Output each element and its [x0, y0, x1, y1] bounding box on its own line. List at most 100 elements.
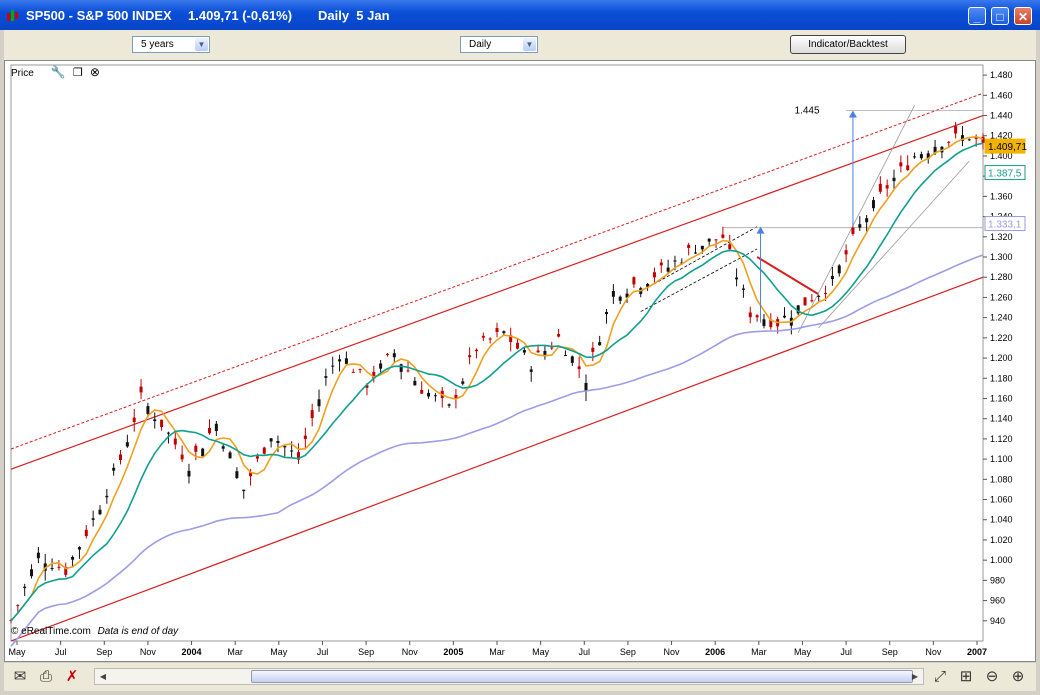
candle-body — [255, 456, 259, 459]
x-tick-label: Nov — [402, 647, 419, 657]
candle-body — [105, 495, 109, 498]
chart-canvas[interactable]: 940 960 980 1.000 1.020 1.040 1.060 1.080 1.100 1… — [5, 61, 1035, 661]
interval-select[interactable]: Daily ▼ — [460, 36, 538, 53]
candle-body — [358, 369, 362, 371]
y-tick-label: 1.460 — [990, 90, 1013, 100]
candle-body — [899, 162, 903, 167]
zoom-in-icon[interactable]: ⊕ — [1011, 668, 1025, 685]
candle-body — [385, 353, 389, 356]
candle-body — [646, 283, 650, 287]
candle-body — [461, 381, 465, 384]
maximize-button[interactable]: □ — [991, 7, 1009, 25]
alert-off-icon[interactable]: ✗ — [65, 668, 79, 685]
wrench-icon[interactable]: 🔧 — [50, 65, 66, 79]
print-icon[interactable]: ⎙ — [39, 668, 52, 685]
candle-body — [310, 410, 314, 419]
period-title: Daily 5 Jan — [318, 8, 390, 23]
zoom-select-icon[interactable]: ⊞ — [959, 668, 973, 685]
candle-body — [77, 547, 81, 550]
candle-body — [180, 454, 184, 460]
scroll-right-icon[interactable]: ▶ — [911, 672, 919, 681]
y-tick-label: 1.220 — [990, 333, 1013, 343]
price-label-text: 1.409,71 — [988, 142, 1027, 153]
candle-body — [214, 423, 218, 432]
x-tick-label: Nov — [925, 647, 942, 657]
trend-dashed-lower — [640, 248, 758, 312]
x-tick-label: Nov — [140, 647, 157, 657]
candle-body — [735, 277, 739, 280]
candle-body — [50, 568, 54, 570]
candle-body — [748, 312, 752, 318]
candle-body — [262, 447, 266, 454]
breakout-trendline — [756, 256, 820, 296]
x-tick-label: Mar — [489, 647, 505, 657]
mail-icon[interactable]: ✉ — [13, 668, 27, 685]
candle-body — [557, 334, 561, 337]
candle-body — [392, 353, 396, 358]
plot-frame — [10, 64, 984, 642]
candle-body — [413, 380, 417, 386]
candle-body — [913, 156, 917, 158]
x-tick-label: Jul — [840, 647, 852, 657]
candle-body — [119, 454, 123, 460]
chevron-down-icon[interactable]: ▼ — [195, 38, 208, 51]
candle-body — [296, 452, 300, 460]
panel-header: Price 🔧 ❐ ⊗ — [11, 65, 100, 79]
interval-value: Daily — [469, 39, 492, 50]
candle-body — [30, 569, 34, 577]
scroll-left-icon[interactable]: ◀ — [99, 672, 107, 681]
minimize-button[interactable]: _ — [968, 7, 986, 25]
x-tick-label: Mar — [751, 647, 767, 657]
range-select[interactable]: 5 years ▼ — [132, 36, 210, 53]
candle-body — [591, 347, 595, 352]
candle-body — [269, 438, 273, 442]
candle-body — [290, 450, 294, 452]
candle-body — [372, 371, 376, 379]
price-label-box — [984, 216, 1026, 232]
panel-label: Price — [11, 68, 34, 79]
candle-body — [166, 432, 170, 434]
scroll-thumb[interactable] — [251, 670, 913, 683]
y-tick-label: 1.200 — [990, 353, 1013, 363]
maximize-icon: □ — [996, 10, 1004, 24]
candle-body — [625, 293, 629, 298]
candle-body — [796, 305, 800, 314]
candle-body — [810, 300, 814, 302]
chevron-down-icon[interactable]: ▼ — [523, 38, 536, 51]
close-button[interactable]: ✕ — [1014, 7, 1032, 25]
app-icon — [7, 10, 18, 21]
candle-body — [782, 315, 786, 318]
window-icon[interactable]: ❐ — [72, 67, 83, 79]
zoom-out-icon[interactable]: ⊖ — [985, 668, 999, 685]
candle-body — [652, 272, 656, 278]
x-tick-label: Sep — [882, 647, 898, 657]
candle-body — [317, 399, 321, 407]
close-panel-icon[interactable]: ⊗ — [89, 65, 100, 79]
candle-body — [824, 292, 828, 294]
candle-body — [16, 605, 20, 607]
x-tick-label: May — [8, 647, 26, 657]
y-tick-label: 1.140 — [990, 414, 1013, 424]
candle-body — [522, 350, 526, 353]
candle-body — [365, 385, 369, 388]
y-tick-label: 1.180 — [990, 373, 1013, 383]
candle-body — [125, 442, 129, 447]
time-scrollbar[interactable]: ◀ ▶ — [94, 668, 924, 685]
candle-body — [974, 136, 978, 139]
candle-body — [659, 262, 663, 266]
indicator-backtest-button[interactable]: Indicator/Backtest — [790, 35, 906, 54]
toolbar: 5 years ▼ Daily ▼ Indicator/Backtest — [4, 30, 1036, 60]
candle-body — [351, 371, 355, 373]
x-tick-label: 2006 — [705, 647, 725, 657]
candle-body — [303, 435, 307, 439]
grey-trendline — [797, 105, 915, 333]
candle-body — [57, 566, 61, 568]
candle-body — [837, 265, 841, 274]
price-chart[interactable]: 940 960 980 1.000 1.020 1.040 1.060 1.080 1.100 1… — [4, 60, 1036, 662]
candle-body — [468, 355, 472, 358]
zoom-fit-icon[interactable]: ⤢ — [933, 668, 946, 685]
y-tick-label: 940 — [990, 616, 1005, 626]
y-tick-label: 1.080 — [990, 474, 1013, 484]
candle-body — [502, 331, 506, 334]
x-tick-label: Nov — [664, 647, 681, 657]
